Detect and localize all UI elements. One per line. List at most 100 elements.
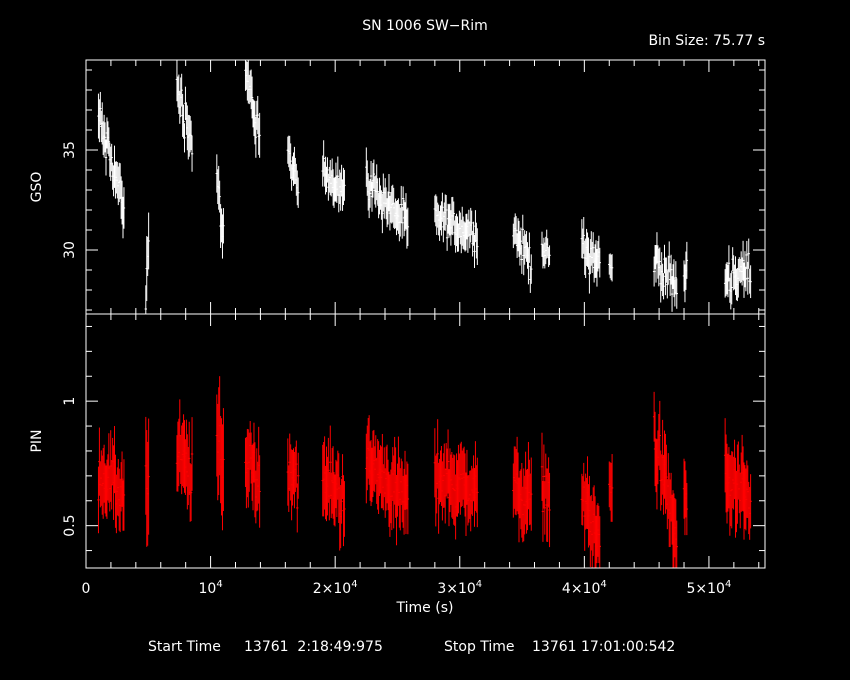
pin-data-point [598, 516, 601, 568]
pin-panel-frame [85, 313, 766, 569]
gso-data-point [322, 140, 325, 177]
y-tick-label: 30 [62, 241, 78, 259]
gso-data-point [548, 245, 551, 266]
gso-y-axis-label: GSO [29, 172, 45, 203]
y-tick-label: 0.5 [62, 515, 78, 537]
gso-data-point [652, 256, 656, 287]
gso-data-point [400, 206, 404, 239]
gso-data-point [654, 245, 658, 283]
x-tick-labels: 0 104 2×104 3×104 4×104 5×104 [82, 579, 732, 597]
pin-data-point [685, 482, 689, 536]
gso-data-point [289, 143, 292, 179]
gso-data-point [387, 173, 391, 212]
pin-data-point [147, 418, 150, 535]
pin-data-point [406, 463, 410, 535]
pin-data-point [295, 440, 298, 488]
gso-data-point [369, 161, 373, 192]
gso-data-point [336, 156, 340, 196]
gso-data-points [97, 60, 752, 314]
pin-data-point [222, 408, 225, 512]
pin-data-point [296, 483, 299, 533]
gso-data-point [256, 95, 259, 135]
gso-data-point [122, 187, 126, 229]
pin-data-point [436, 419, 439, 489]
gso-data-point [749, 265, 752, 299]
gso-data-point [675, 278, 678, 309]
pin-data-point [190, 417, 194, 491]
pin-data-point [530, 457, 533, 531]
gso-data-point [744, 266, 748, 292]
gso-data-point [527, 248, 530, 285]
gso-data-point [372, 159, 376, 189]
gso-data-point [441, 192, 444, 222]
pin-data-point [122, 459, 126, 531]
gso-axis-ticks [85, 60, 765, 314]
gso-data-point [674, 261, 678, 295]
gso-data-point [521, 214, 524, 244]
gso-data-point [147, 212, 150, 270]
gso-data-point [406, 207, 410, 246]
pin-data-point [189, 464, 193, 522]
gso-data-point [473, 234, 476, 268]
pin-data-point [749, 474, 752, 529]
gso-data-point [741, 240, 745, 280]
x-tick-label: 5×104 [687, 579, 732, 597]
pin-data-point [258, 455, 261, 528]
gso-data-point [476, 228, 479, 266]
gso-data-point [254, 116, 258, 158]
gso-y-tick-labels: 30 35 [62, 141, 78, 259]
gso-data-point [343, 169, 346, 201]
start-time-value: 13761 2:18:49:975 [244, 639, 383, 655]
x-tick-label: 0 [82, 581, 91, 597]
gso-data-point [520, 245, 524, 274]
start-time-label: Start Time [148, 639, 221, 655]
gso-data-point [368, 179, 372, 208]
pin-data-point [476, 457, 479, 528]
gso-data-point [99, 91, 102, 126]
pin-data-point [610, 454, 614, 522]
gso-data-point [540, 231, 544, 257]
gso-data-point [452, 201, 455, 226]
x-tick-label: 2×104 [313, 579, 358, 597]
gso-data-point [190, 135, 194, 172]
gso-data-point [110, 143, 113, 172]
gso-data-point [610, 254, 614, 282]
gso-data-point [381, 193, 384, 234]
gso-data-point [591, 232, 595, 264]
gso-data-point [662, 273, 665, 300]
gso-data-point [401, 186, 405, 211]
gso-data-point [258, 112, 261, 158]
pin-data-points [97, 376, 752, 568]
pin-y-axis-label: PIN [29, 429, 45, 452]
gso-data-point [466, 219, 470, 253]
gso-data-point [668, 241, 671, 273]
gso-data-point [598, 247, 601, 278]
gso-data-point [297, 177, 300, 208]
gso-data-point [182, 104, 185, 139]
pin-data-point [327, 437, 330, 503]
y-tick-label: 35 [62, 141, 78, 159]
pin-data-point [665, 444, 668, 510]
gso-data-point [685, 241, 689, 279]
pin-data-point [188, 421, 191, 495]
x-tick-label: 3×104 [437, 579, 482, 597]
pin-data-point [297, 452, 300, 499]
gso-data-point [528, 232, 531, 263]
gso-data-point [104, 139, 108, 176]
gso-data-point [747, 238, 750, 269]
gso-data-point [250, 76, 254, 119]
gso-data-point [669, 254, 673, 285]
gso-data-point [670, 276, 674, 312]
y-tick-label: 1 [62, 397, 78, 406]
pin-data-point [548, 472, 551, 548]
gso-data-point [376, 178, 379, 205]
stop-time-value: 13761 17:01:00:542 [532, 639, 675, 655]
gso-data-point [727, 245, 731, 282]
pin-data-point [446, 429, 450, 494]
pin-data-point [675, 520, 678, 568]
pin-data-point [543, 481, 547, 535]
gso-data-point [519, 227, 523, 255]
gso-data-point [103, 122, 107, 153]
gso-data-point [470, 210, 473, 236]
x-tick-label: 104 [198, 579, 222, 597]
